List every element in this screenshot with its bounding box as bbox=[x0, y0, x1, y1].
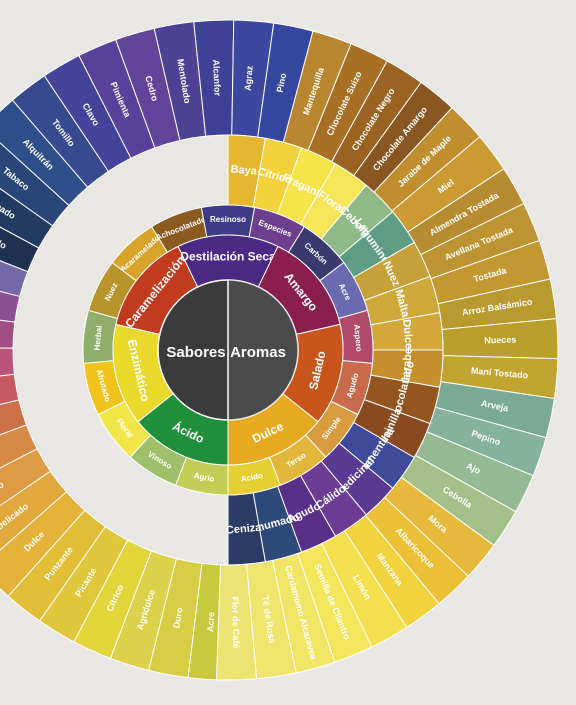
ring3-label: Dulce bbox=[400, 319, 415, 350]
outer-label: Maní Tostado bbox=[471, 366, 529, 381]
ring3-label: Baya bbox=[230, 163, 258, 177]
center-label-aromas: Aromas bbox=[230, 344, 286, 361]
outer-label: Agraz bbox=[243, 65, 255, 91]
middle-label: Resinoso bbox=[210, 215, 246, 224]
ring3-label: Ceniza bbox=[225, 522, 262, 537]
center-group: Sabores Aromas bbox=[157, 279, 299, 421]
outer-label: Alcanfor bbox=[211, 59, 223, 96]
outer-ring-group: AcreDuroAgridulceCítricoPicantePunzanteD… bbox=[0, 19, 559, 681]
middle-label: Aspero bbox=[352, 324, 364, 352]
outer-label: Flor de Café bbox=[230, 596, 241, 648]
middle-label: Acido bbox=[240, 471, 264, 484]
ring3-label: Jarabe bbox=[400, 347, 415, 383]
outer-label: Nueces bbox=[484, 334, 516, 345]
outer-label: Seco bbox=[0, 479, 6, 499]
outer-label: Acre bbox=[205, 612, 216, 633]
third-ring-group: BayaCítricoFraganteFloralCebollaLegumino… bbox=[225, 134, 444, 566]
outer-label: Duro bbox=[171, 606, 185, 629]
middle-label: Agrio bbox=[193, 471, 215, 484]
inner-ring-group: ÁcidoEnzimáticoCaramelizaciónDestilación… bbox=[112, 234, 344, 466]
inner-label: Destilación Seca bbox=[180, 250, 276, 264]
center-label-sabores: Sabores bbox=[166, 344, 225, 361]
middle-label: Herbal bbox=[93, 325, 104, 351]
outer-label: Pino bbox=[275, 72, 289, 94]
